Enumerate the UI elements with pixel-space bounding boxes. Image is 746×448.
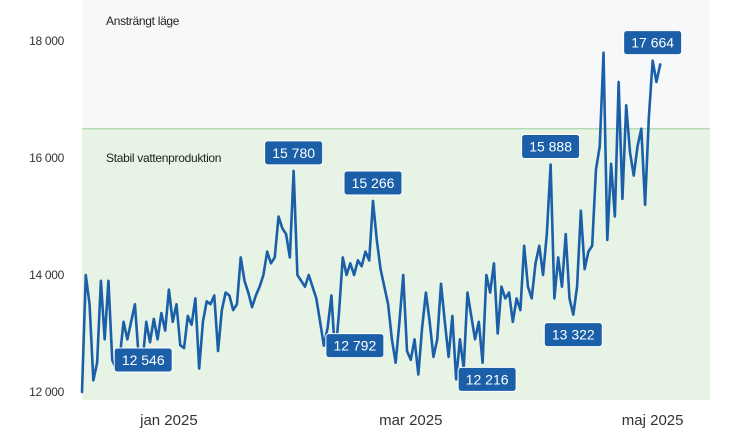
data-label: 15 780 <box>264 140 324 166</box>
data-label: 15 888 <box>521 134 581 160</box>
data-label-text: 12 792 <box>333 338 376 354</box>
data-label-text: 15 266 <box>352 175 395 191</box>
data-label-box <box>113 347 173 373</box>
x-tick-label: maj 2025 <box>622 412 684 429</box>
y-tick-label: 14 000 <box>29 268 65 282</box>
series-line-0 <box>80 51 662 394</box>
zone-label-stabil-vattenproduktion: Stabil vattenproduktion <box>106 151 221 165</box>
series-layer <box>80 51 662 394</box>
data-label-text: 15 888 <box>529 139 572 155</box>
y-tick-label: 16 000 <box>29 151 65 165</box>
data-label: 17 664 <box>623 30 683 56</box>
data-label-text: 17 664 <box>631 35 674 51</box>
data-label-text: 13 322 <box>552 327 595 343</box>
data-label-box <box>543 322 603 348</box>
x-axis: jan 2025 mar 2025 maj 2025 <box>139 412 683 429</box>
data-label: 13 322 <box>543 322 603 348</box>
data-label-box <box>325 333 385 359</box>
zone-label-anstr-ngt-l-ge: Ansträngt läge <box>106 14 180 28</box>
data-label-box <box>521 134 581 160</box>
data-label: 12 792 <box>325 333 385 359</box>
data-label-text: 12 546 <box>122 352 165 368</box>
x-tick-label: jan 2025 <box>139 412 198 429</box>
x-tick-label: mar 2025 <box>379 412 442 429</box>
data-label: 15 266 <box>343 170 403 196</box>
y-tick-label: 12 000 <box>29 385 65 399</box>
data-label-box <box>343 170 403 196</box>
data-label: 12 216 <box>457 366 517 392</box>
annotations-layer: 12 546 15 780 12 792 15 266 12 216 15 888 13 3… <box>113 30 683 392</box>
data-label-text: 15 780 <box>272 145 315 161</box>
data-label: 12 546 <box>113 347 173 373</box>
data-label-box <box>264 140 324 166</box>
data-label-box <box>457 366 517 392</box>
data-label-box <box>623 30 683 56</box>
data-label-text: 12 216 <box>466 371 509 387</box>
y-tick-label: 18 000 <box>29 34 65 48</box>
